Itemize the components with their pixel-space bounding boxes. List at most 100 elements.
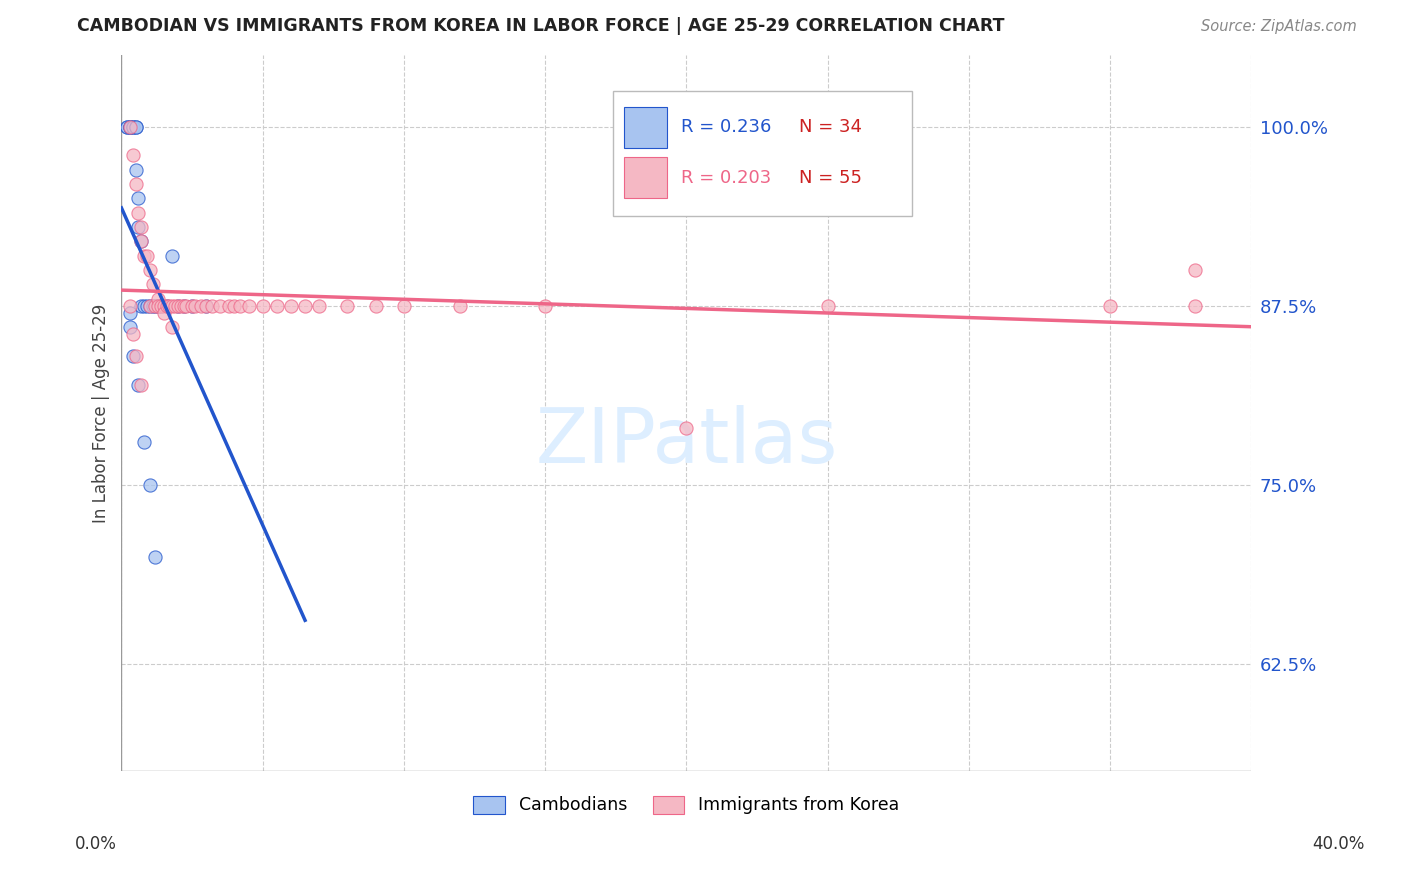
Point <box>124 162 146 177</box>
Point <box>534 299 557 313</box>
Point <box>218 299 240 313</box>
Point <box>195 299 218 313</box>
Text: N = 34: N = 34 <box>800 119 862 136</box>
Point <box>138 299 160 313</box>
Point <box>181 299 204 313</box>
Point <box>124 349 146 363</box>
Point <box>118 306 141 320</box>
Point <box>173 299 195 313</box>
Text: 0.0%: 0.0% <box>75 835 117 853</box>
Point <box>165 299 187 313</box>
Point <box>118 120 141 134</box>
Point <box>153 299 176 313</box>
Point <box>121 120 143 134</box>
Point <box>141 277 163 292</box>
Point <box>150 299 173 313</box>
Point <box>280 299 302 313</box>
Point <box>364 299 387 313</box>
Text: R = 0.203: R = 0.203 <box>681 169 770 186</box>
Point <box>201 299 224 313</box>
Point <box>162 320 184 334</box>
Point <box>143 549 166 564</box>
Point <box>238 299 260 313</box>
Text: 40.0%: 40.0% <box>1312 835 1365 853</box>
Point <box>146 299 169 313</box>
Point <box>135 249 157 263</box>
Point <box>129 235 152 249</box>
Point <box>449 299 471 313</box>
Point <box>675 420 697 434</box>
Point <box>1184 299 1206 313</box>
Point <box>195 299 218 313</box>
Point <box>146 299 169 313</box>
Text: Source: ZipAtlas.com: Source: ZipAtlas.com <box>1201 20 1357 34</box>
Point <box>336 299 359 313</box>
Point <box>266 299 288 313</box>
Point <box>294 299 316 313</box>
Text: N = 55: N = 55 <box>800 169 862 186</box>
Point <box>156 299 179 313</box>
Y-axis label: In Labor Force | Age 25-29: In Labor Force | Age 25-29 <box>93 303 110 523</box>
Point <box>143 299 166 313</box>
Text: ZIPatlas: ZIPatlas <box>536 405 838 479</box>
Point <box>118 320 141 334</box>
Text: CAMBODIAN VS IMMIGRANTS FROM KOREA IN LABOR FORCE | AGE 25-29 CORRELATION CHART: CAMBODIAN VS IMMIGRANTS FROM KOREA IN LA… <box>77 17 1005 35</box>
Point <box>176 299 198 313</box>
Point <box>124 120 146 134</box>
Point <box>224 299 246 313</box>
Point <box>162 249 184 263</box>
Point <box>127 220 149 235</box>
Point <box>817 299 839 313</box>
Point <box>118 120 141 134</box>
Text: R = 0.236: R = 0.236 <box>681 119 770 136</box>
Point <box>167 299 190 313</box>
Point <box>167 299 190 313</box>
Point <box>392 299 415 313</box>
Point <box>115 120 138 134</box>
FancyBboxPatch shape <box>624 157 668 198</box>
Point <box>132 299 155 313</box>
Legend: Cambodians, Immigrants from Korea: Cambodians, Immigrants from Korea <box>467 789 907 822</box>
Point <box>121 120 143 134</box>
Point <box>132 434 155 449</box>
Point <box>115 120 138 134</box>
Point <box>127 205 149 219</box>
Point <box>127 191 149 205</box>
Point <box>181 299 204 313</box>
Point <box>229 299 252 313</box>
Point <box>129 299 152 313</box>
Point <box>308 299 330 313</box>
Point <box>252 299 274 313</box>
Point <box>184 299 207 313</box>
Point <box>132 249 155 263</box>
Point <box>190 299 212 313</box>
Point <box>118 299 141 313</box>
Point <box>153 306 176 320</box>
Point <box>141 299 163 313</box>
Point <box>150 299 173 313</box>
Point <box>162 299 184 313</box>
Point <box>129 235 152 249</box>
Point <box>1184 263 1206 277</box>
Point <box>121 327 143 342</box>
Point <box>1099 299 1122 313</box>
Point <box>135 299 157 313</box>
Point <box>129 377 152 392</box>
Point <box>138 478 160 492</box>
Point <box>138 263 160 277</box>
Point <box>156 299 179 313</box>
FancyBboxPatch shape <box>613 91 912 216</box>
Point <box>118 120 141 134</box>
Point <box>143 299 166 313</box>
Point <box>121 349 143 363</box>
Point <box>170 299 193 313</box>
Point <box>138 299 160 313</box>
Point <box>127 377 149 392</box>
Point <box>159 299 181 313</box>
FancyBboxPatch shape <box>624 107 668 148</box>
Point <box>121 148 143 162</box>
Point <box>173 299 195 313</box>
Point <box>129 220 152 235</box>
Point <box>146 292 169 306</box>
Point <box>124 177 146 191</box>
